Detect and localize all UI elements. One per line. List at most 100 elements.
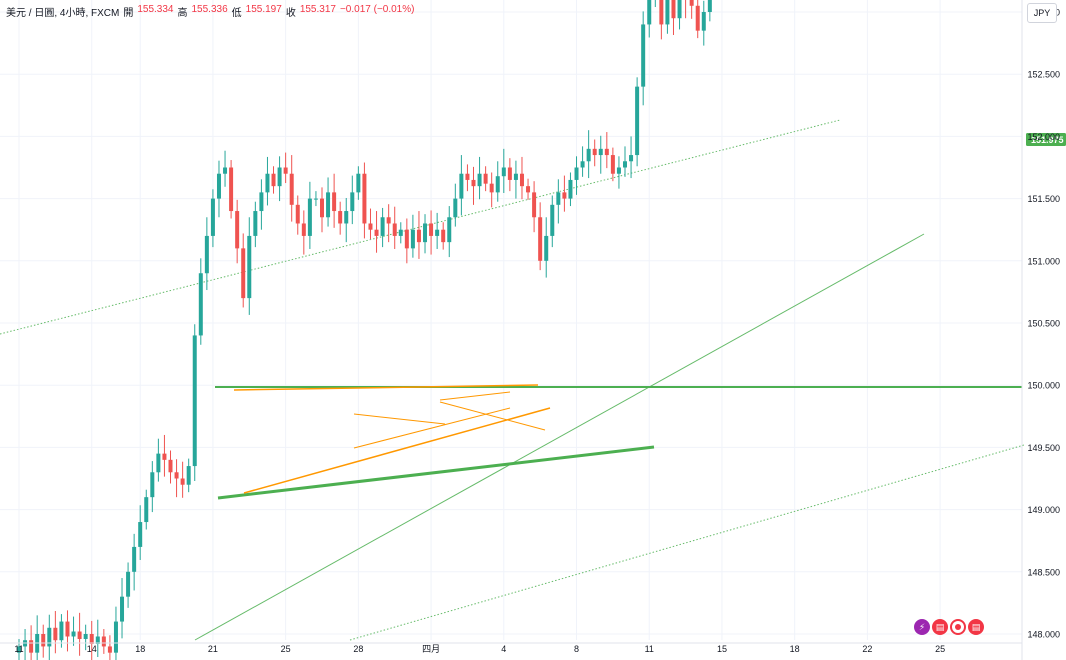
close-label: 收 [285,8,296,19]
channel-lower-line [349,444,1025,641]
x-tick-label: 11 [14,644,23,654]
candle-body [107,646,112,653]
candle-body [101,636,106,647]
candle-body [368,223,373,230]
candle-body [198,273,203,336]
x-tick-label: 25 [281,644,291,654]
symbol-label: 美元 / 日圓, 4小時, FXCM [6,8,120,19]
orange-triangle-b [353,413,446,425]
candle-body [677,0,682,19]
candle-body [550,204,555,236]
candle-body [132,546,137,572]
candle-body [313,198,318,200]
candle-body [671,0,676,19]
candle-body [47,627,52,647]
candle-body [519,173,524,187]
candle-body [247,235,252,299]
candle-body [538,217,543,261]
candle-body [435,229,440,236]
x-tick-label: 28 [353,644,363,654]
orange-triangle-a [353,407,511,449]
candle-body [277,167,282,187]
candle-body [162,453,167,460]
candle-body [192,335,197,467]
support-trendline [217,445,655,500]
candle-body [410,229,415,249]
candle-body [338,211,343,224]
candle-body [477,173,482,187]
y-tick-label: 149.000 [1027,505,1060,515]
candle-body [689,0,694,6]
x-tick-label: 25 [935,644,945,654]
candle-body [707,0,712,12]
orange-triangle-d [439,391,511,401]
candle-body [95,636,100,644]
candle-body [283,167,288,174]
candle-body [623,161,627,168]
candle-body [513,173,518,180]
candle-body [120,596,125,622]
candle-body [562,192,567,199]
y-tick-label: 148.500 [1027,567,1060,577]
candle-body [356,173,361,193]
x-tick-label: 8 [574,644,579,654]
candle-body [598,148,603,156]
candle-body [71,631,76,637]
us-flag-icon[interactable]: ▤ [968,619,984,635]
candle-body [610,155,615,174]
candle-body [416,229,421,243]
y-tick-label: 152.000 [1027,132,1060,142]
candle-body [526,186,531,193]
candle-body [301,223,306,236]
candle-body [386,217,391,224]
candle-body [216,173,221,199]
channel-upper-line [0,119,841,335]
open-value: 155.334 [137,4,174,15]
high-label: 高 [177,8,188,19]
currency-button[interactable]: JPY [1027,3,1057,23]
candles [17,0,712,660]
candle-body [265,173,270,193]
orange-top-line [233,384,539,391]
candle-body [398,229,403,236]
candle-body [253,211,258,236]
candle-body [186,466,191,485]
candle-body [580,161,585,168]
candle-body [647,0,652,25]
record-icon[interactable] [950,619,966,635]
candle-body [495,176,500,193]
candle-body [629,155,634,162]
low-label: 低 [231,8,242,19]
candle-body [616,167,621,174]
candle-body [295,204,300,224]
candle-body [429,223,434,236]
candle-body [701,12,706,31]
flash-icon[interactable]: ⚡ [914,619,930,635]
candle-body [138,522,143,547]
grid-lines [0,0,1022,640]
candle-body [235,211,240,249]
candle-body [83,634,88,639]
candle-body [332,192,337,212]
candle-body [586,148,591,162]
x-tick-label: 21 [208,644,218,654]
candle-body [307,198,312,236]
candle-body [77,631,82,639]
trendlines [0,119,1025,641]
candle-body [168,459,173,473]
us-flag-icon[interactable]: ▤ [932,619,948,635]
candle-body [362,173,367,224]
x-tick-label: 15 [717,644,727,654]
candle-body [320,198,324,218]
candle-body [174,472,179,479]
candle-body [635,86,640,156]
price-levels: 154.793153.592151.975155.31725:52 [1026,133,1066,147]
candle-body [229,167,234,212]
candle-body [59,621,64,641]
level-green-badge [1026,133,1066,147]
candle-body [489,183,494,193]
candle-body [344,211,349,224]
candle-body [126,571,131,597]
candle-body [483,173,488,184]
candle-body [350,192,355,212]
